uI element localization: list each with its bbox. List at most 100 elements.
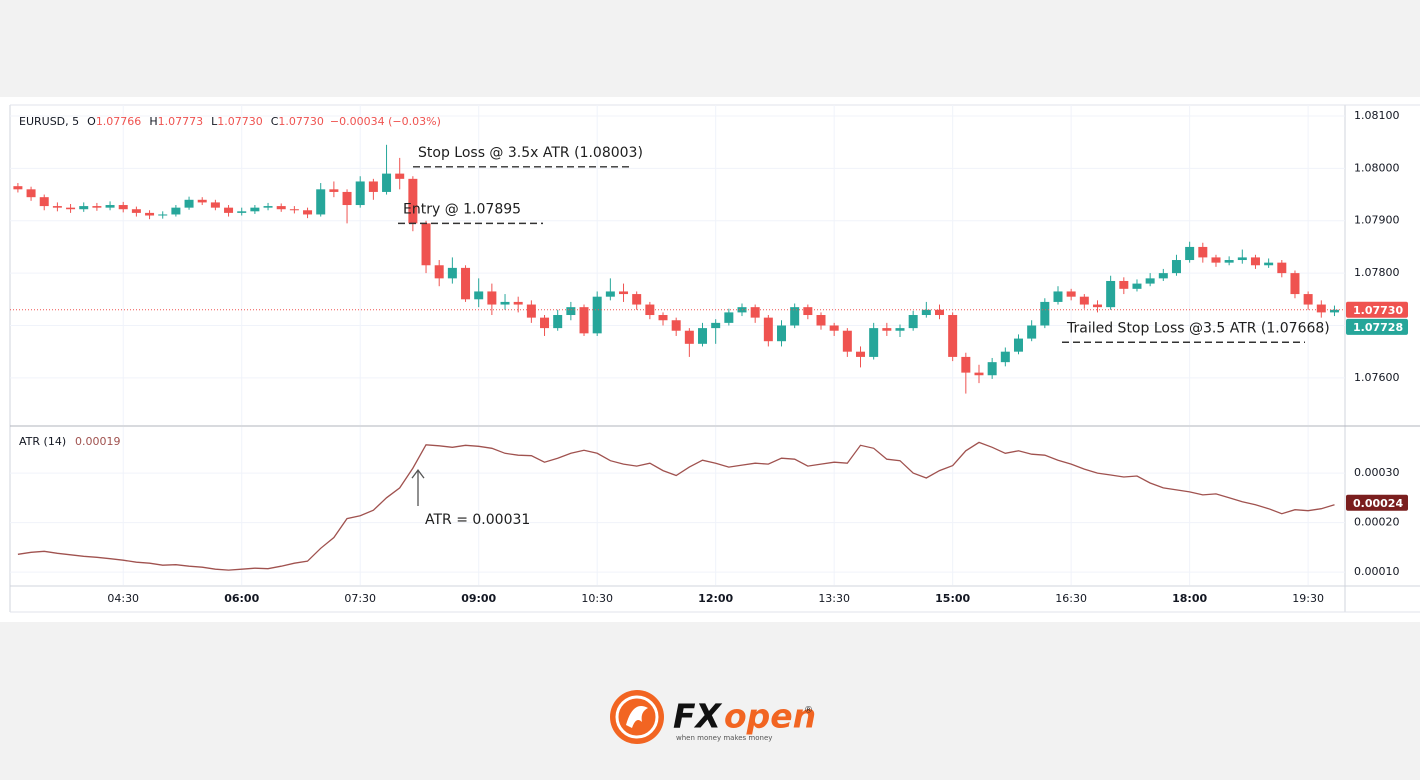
y-tick-label: 0.00030	[1354, 466, 1400, 479]
candle-body	[1277, 262, 1287, 274]
candle-body	[131, 209, 141, 213]
candle-body	[1211, 257, 1221, 263]
candle-body	[698, 328, 708, 344]
candle-body	[895, 328, 905, 331]
logo-fx: FX	[673, 697, 723, 736]
candle-body	[329, 189, 339, 192]
candle-body	[1158, 273, 1168, 279]
candle-body	[1329, 309, 1339, 313]
candle-body	[263, 206, 273, 208]
candle-body	[658, 315, 668, 321]
bid-price-badge-label: 1.07728	[1353, 321, 1403, 334]
ohlc-value: 1.07766	[96, 115, 142, 128]
candle-body	[1316, 304, 1326, 313]
logo-open: open	[724, 697, 816, 736]
candle-body	[856, 351, 866, 357]
candle-body	[1092, 304, 1102, 308]
change: −0.00034 (−0.03%)	[330, 115, 441, 128]
candle-body	[1053, 291, 1063, 302]
atr-line	[17, 441, 1335, 571]
level-label: Entry @ 1.07895	[403, 201, 521, 217]
atr-badge	[1346, 494, 1408, 511]
x-tick-label: 16:30	[1055, 592, 1087, 605]
candle-body	[1224, 260, 1234, 263]
y-tick-label: 1.08100	[1354, 109, 1400, 122]
candle-body	[237, 211, 247, 213]
x-tick-label: 04:30	[107, 592, 139, 605]
candle-body	[66, 207, 76, 210]
candle-body	[1198, 246, 1208, 258]
ohlc-value: 1.07730	[278, 115, 324, 128]
candle-body	[434, 265, 444, 279]
y-tick-label: 1.07600	[1354, 371, 1400, 384]
ohlc-label: O	[87, 115, 96, 128]
candle-body	[1027, 325, 1037, 339]
candle-body	[105, 205, 115, 208]
marks	[13, 144, 1339, 571]
candle-body	[1132, 283, 1142, 289]
candle-body	[52, 206, 62, 208]
logo-tagline: when money makes money	[676, 734, 772, 742]
candle-body	[1000, 351, 1010, 363]
candle-body	[1040, 301, 1050, 326]
logo-registered: ®	[804, 706, 813, 716]
candle-body	[921, 309, 931, 316]
candle-body	[1185, 246, 1195, 261]
level-label: Stop Loss @ 3.5x ATR (1.08003)	[418, 145, 643, 161]
candle-body	[750, 307, 760, 318]
candle-body	[368, 181, 378, 192]
candle-body	[342, 191, 352, 206]
candle-body	[487, 291, 497, 305]
candle-body	[1145, 278, 1155, 284]
candle-body	[777, 325, 787, 342]
candle-body	[974, 372, 984, 376]
atr-annotation: ATR = 0.00031	[425, 512, 530, 528]
y-tick-label: 1.08000	[1354, 161, 1400, 174]
candle-body	[724, 312, 734, 323]
candle-body	[526, 304, 536, 318]
candle-body	[289, 209, 299, 211]
x-tick-label: 10:30	[581, 592, 613, 605]
ohlc-label: L	[211, 115, 218, 128]
x-tick-label: 18:00	[1172, 592, 1207, 605]
logo-emblem-mark	[626, 706, 648, 728]
candle-body	[605, 291, 615, 297]
candle-body	[1066, 291, 1076, 297]
candle-body	[803, 307, 813, 316]
candle-body	[408, 178, 418, 224]
candle-body	[197, 199, 207, 203]
x-tick-label: 09:00	[461, 592, 496, 605]
candle-body	[842, 330, 852, 352]
candle-body	[882, 328, 892, 331]
candle-body	[461, 267, 471, 300]
atr-title-value: 0.00019	[75, 435, 121, 448]
x-tick-label: 06:00	[224, 592, 259, 605]
candle-body	[474, 291, 484, 300]
candle-body	[184, 199, 194, 208]
bid-price-badge	[1346, 318, 1408, 335]
candle-body	[553, 315, 563, 329]
candle-body	[382, 173, 392, 192]
y-tick-label: 1.07900	[1354, 214, 1400, 227]
candle-body	[829, 325, 839, 331]
atr-title: ATR (14)	[19, 435, 66, 448]
candle-body	[579, 307, 589, 334]
x-tick-label: 15:00	[935, 592, 970, 605]
candle-body	[118, 205, 128, 210]
candle-body	[763, 317, 773, 342]
candle-body	[816, 315, 826, 326]
candle-body	[948, 315, 958, 357]
candle-body	[316, 189, 326, 215]
candle-body	[1303, 294, 1313, 305]
candle-body	[566, 307, 576, 316]
candle-body	[158, 214, 168, 216]
candle-body	[513, 301, 523, 305]
ohlc-value: 1.07773	[158, 115, 204, 128]
candle-body	[276, 206, 286, 210]
candle-body	[1250, 257, 1260, 266]
atr-badge-label: 0.00024	[1353, 497, 1403, 510]
candle-body	[447, 267, 457, 279]
candle-body	[1079, 296, 1089, 305]
ohlc-label: H	[149, 115, 157, 128]
candle-body	[987, 362, 997, 376]
